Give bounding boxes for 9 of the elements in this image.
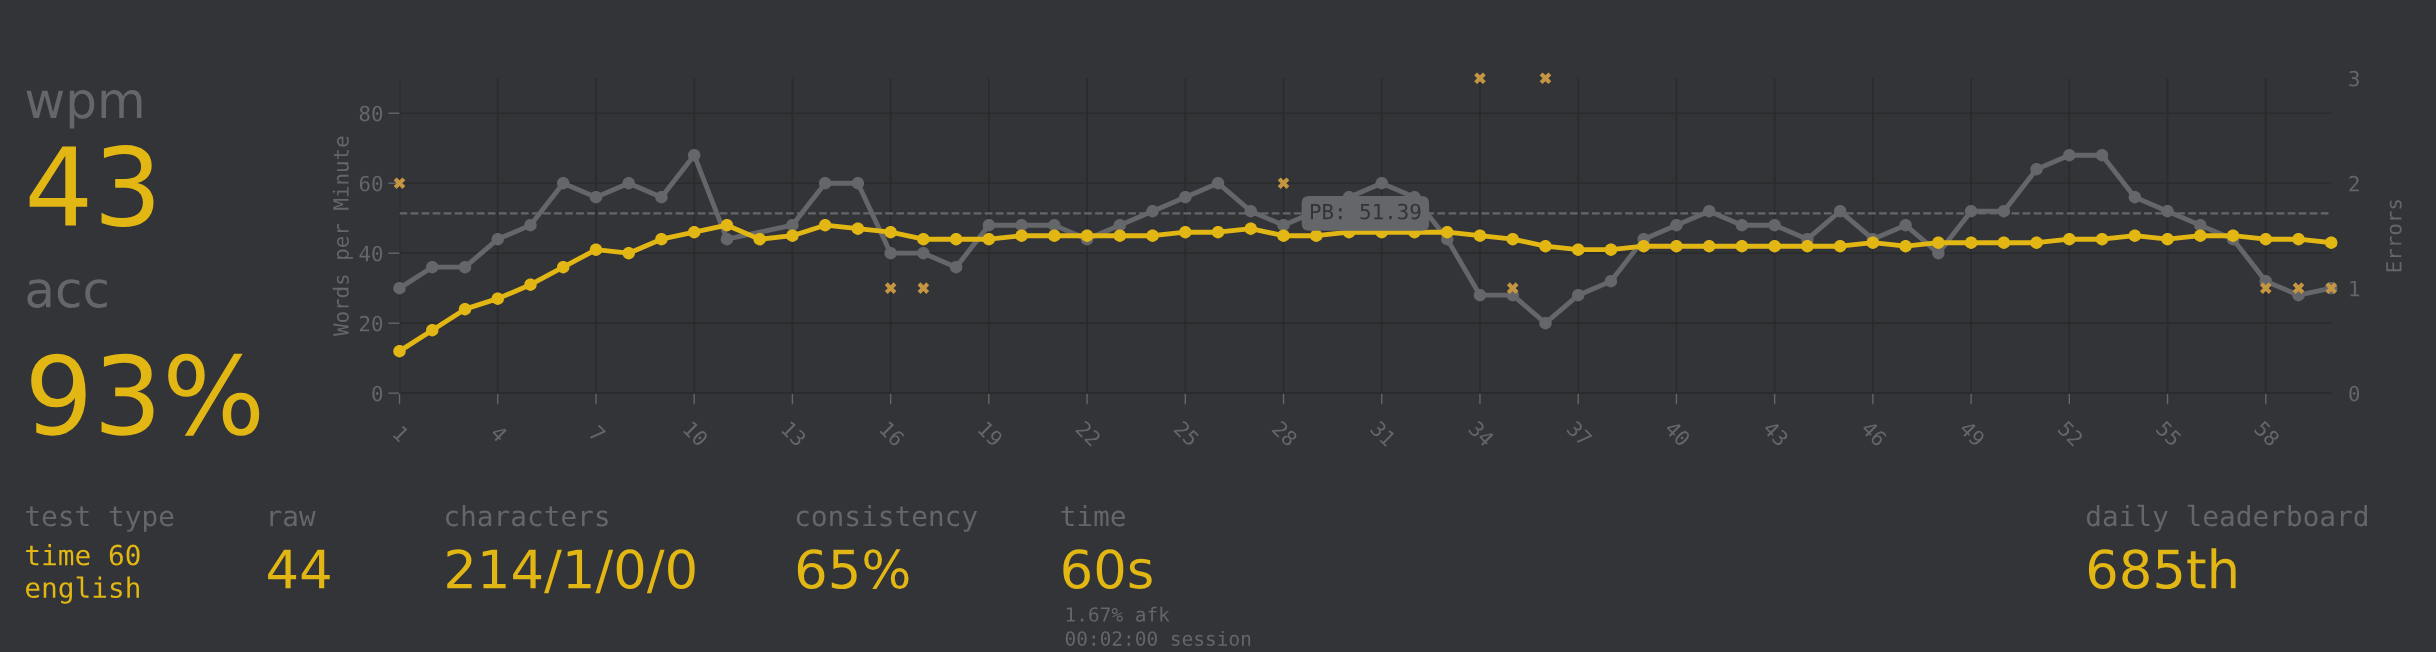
text: 93% bbox=[31, 353, 260, 436]
text: 65% bbox=[797, 549, 909, 590]
text: 44 bbox=[268, 549, 330, 589]
text: 60s bbox=[1063, 549, 1152, 590]
text: 685th bbox=[2088, 548, 2236, 590]
text: 43 bbox=[29, 145, 154, 228]
text: english bbox=[26, 576, 139, 604]
text: 214/1/0/0 bbox=[447, 549, 695, 594]
text: time 60 bbox=[26, 544, 140, 566]
